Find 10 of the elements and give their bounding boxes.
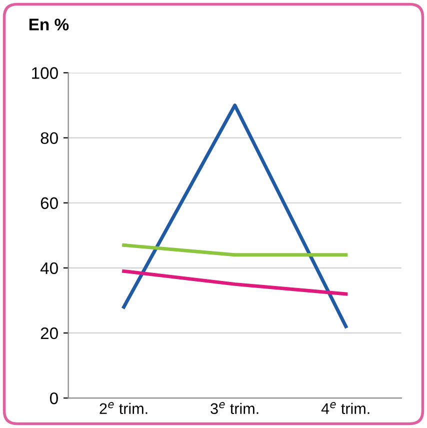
x-tick-label: 3$^{e}$ trim. — [210, 402, 258, 414]
y-axis-title: En % — [29, 18, 69, 30]
y-tick-label: 60 — [40, 197, 58, 210]
x-tick-label: 2$^{e}$ trim. — [100, 402, 148, 414]
y-tick-label: 20 — [40, 327, 58, 340]
y-tick-label: 0 — [50, 392, 58, 404]
y-tick-label: 40 — [40, 262, 58, 274]
x-tick-label: 4$^{e}$ trim. — [321, 402, 370, 414]
y-tick-label: 100 — [32, 67, 58, 79]
y-tick-label: 80 — [40, 132, 58, 144]
